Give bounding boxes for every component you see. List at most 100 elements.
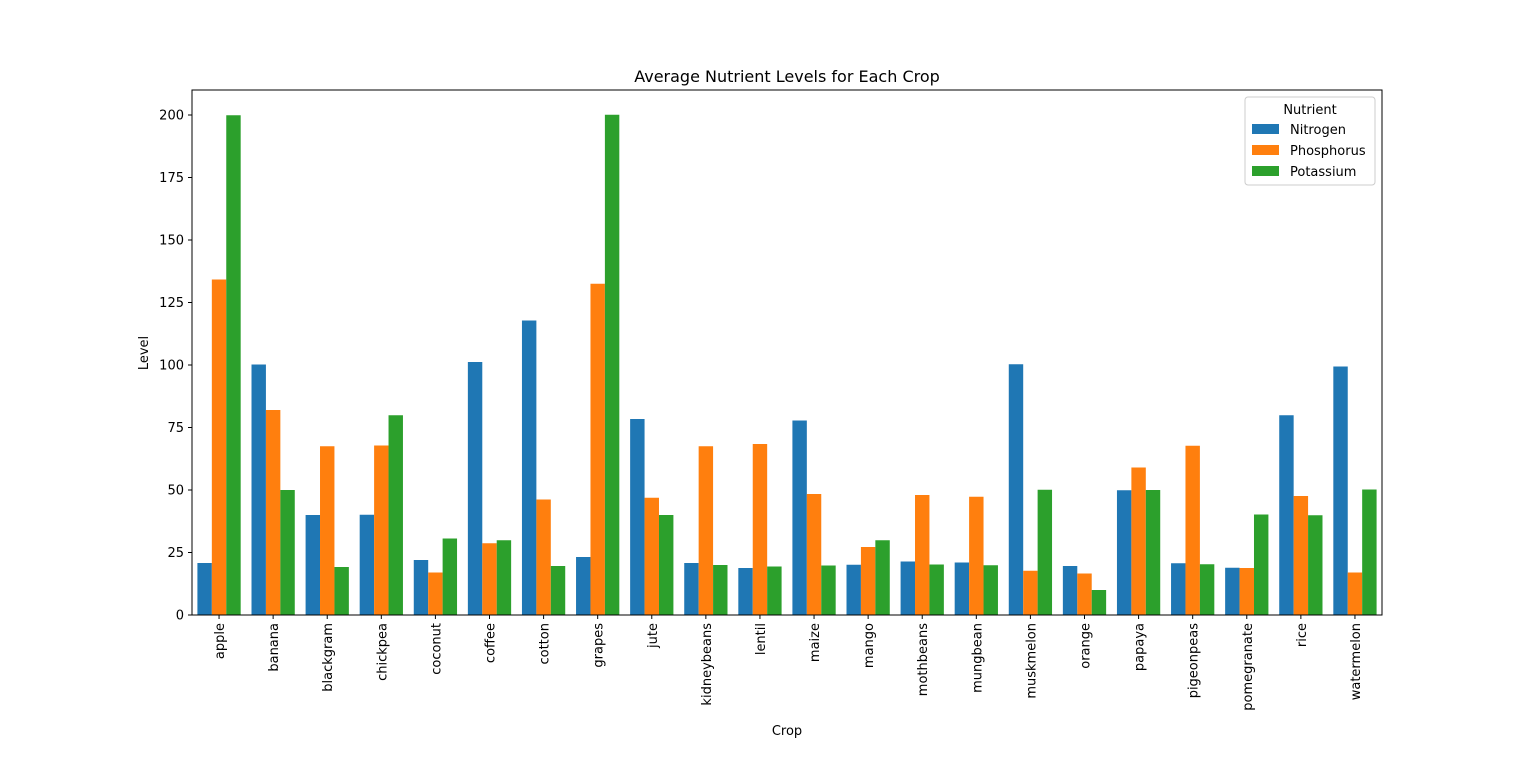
x-tick-label-maize: maize xyxy=(808,623,823,662)
y-tick-label: 125 xyxy=(159,296,184,311)
bar-potassium-mango xyxy=(875,540,890,615)
bar-phosphorus-maize xyxy=(806,494,822,615)
bar-phosphorus-lentil xyxy=(752,444,768,615)
x-tick-label-pigeonpeas: pigeonpeas xyxy=(1187,623,1202,699)
bar-phosphorus-mungbean xyxy=(969,496,984,615)
bar-nitrogen-pigeonpeas xyxy=(1171,563,1186,615)
bar-phosphorus-grapes xyxy=(590,283,605,615)
bar-phosphorus-cotton xyxy=(536,499,551,615)
bar-potassium-orange xyxy=(1091,590,1107,615)
bar-nitrogen-coconut xyxy=(413,560,429,615)
bar-phosphorus-rice xyxy=(1293,496,1309,615)
bar-phosphorus-coffee xyxy=(482,543,497,615)
bar-potassium-muskmelon xyxy=(1037,489,1053,615)
x-tick-label-cotton: cotton xyxy=(538,623,553,665)
x-tick-label-apple: apple xyxy=(213,623,228,659)
legend-swatch-potassium xyxy=(1252,166,1279,176)
bar-phosphorus-mango xyxy=(860,547,876,615)
bar-potassium-papaya xyxy=(1145,490,1161,615)
bar-potassium-kidneybeans xyxy=(713,565,728,615)
x-tick-label-banana: banana xyxy=(267,623,282,672)
bar-potassium-coconut xyxy=(442,538,458,615)
x-tick-label-watermelon: watermelon xyxy=(1349,623,1364,700)
legend-swatch-phosphorus xyxy=(1252,145,1279,155)
bar-nitrogen-chickpea xyxy=(359,514,375,615)
axes-layer: 0 25 50 75 100 125 150 175 200 apple banana blackgr… xyxy=(159,89,1383,711)
bar-phosphorus-watermelon xyxy=(1347,572,1363,615)
bar-phosphorus-papaya xyxy=(1131,467,1146,615)
bars-layer xyxy=(197,114,1377,615)
legend: Nutrient Nitrogen Phosphorus Potassium xyxy=(1244,96,1376,186)
bar-nitrogen-apple xyxy=(197,563,212,615)
bar-potassium-cotton xyxy=(550,566,566,615)
x-tick-label-coffee: coffee xyxy=(484,623,499,663)
x-tick-label-blackgram: blackgram xyxy=(321,623,336,692)
legend-label-phosphorus: Phosphorus xyxy=(1290,144,1366,159)
x-tick-label-mothbeans: mothbeans xyxy=(916,623,931,696)
bar-potassium-mungbean xyxy=(983,565,998,615)
bar-phosphorus-orange xyxy=(1077,573,1092,615)
x-tick-label-kidneybeans: kidneybeans xyxy=(700,623,715,706)
x-axis-label: Crop xyxy=(772,724,802,739)
bar-phosphorus-chickpea xyxy=(374,445,389,615)
bar-phosphorus-pigeonpeas xyxy=(1185,445,1200,615)
x-tick-label-orange: orange xyxy=(1079,623,1094,669)
bar-potassium-apple xyxy=(226,115,241,615)
bar-potassium-chickpea xyxy=(388,415,403,615)
x-tick-label-papaya: papaya xyxy=(1133,623,1148,671)
legend-label-nitrogen: Nitrogen xyxy=(1290,123,1346,138)
y-tick-label: 150 xyxy=(159,234,184,249)
bar-phosphorus-apple xyxy=(211,279,227,615)
bar-nitrogen-maize xyxy=(792,420,807,615)
legend-box xyxy=(1244,96,1376,186)
bar-phosphorus-jute xyxy=(644,497,659,615)
bar-nitrogen-mothbeans xyxy=(900,561,916,615)
bar-potassium-blackgram xyxy=(334,567,349,615)
bar-nitrogen-mungbean xyxy=(954,562,970,615)
x-tick-label-mungbean: mungbean xyxy=(970,623,985,693)
bar-potassium-lentil xyxy=(767,566,782,615)
bar-nitrogen-banana xyxy=(251,364,266,615)
x-tick-label-jute: jute xyxy=(646,623,661,649)
x-tick-label-chickpea: chickpea xyxy=(375,623,390,681)
bar-phosphorus-pomegranate xyxy=(1239,568,1254,615)
bar-potassium-pomegranate xyxy=(1253,514,1269,615)
legend-swatch-nitrogen xyxy=(1252,124,1279,134)
x-tick-label-rice: rice xyxy=(1295,623,1310,647)
bar-potassium-mothbeans xyxy=(929,564,944,615)
y-tick-label: 25 xyxy=(167,546,184,561)
bar-nitrogen-mango xyxy=(846,564,861,615)
y-axis-label: Level xyxy=(137,336,152,370)
bar-phosphorus-blackgram xyxy=(320,446,335,615)
bar-nitrogen-grapes xyxy=(576,557,591,615)
x-tick-label-coconut: coconut xyxy=(429,623,444,675)
bar-phosphorus-banana xyxy=(265,410,281,615)
y-tick-label: 100 xyxy=(159,359,184,374)
bar-nitrogen-lentil xyxy=(738,568,753,615)
chart-title: Average Nutrient Levels for Each Crop xyxy=(634,67,940,86)
x-tick-label-muskmelon: muskmelon xyxy=(1024,623,1039,699)
bar-nitrogen-coffee xyxy=(467,362,483,615)
y-tick-label: 200 xyxy=(159,109,184,124)
bar-potassium-rice xyxy=(1308,515,1323,615)
bar-nitrogen-cotton xyxy=(521,320,537,615)
y-tick-label: 75 xyxy=(167,421,184,436)
bar-nitrogen-jute xyxy=(630,419,645,615)
y-tick-label: 0 xyxy=(176,609,184,624)
bar-nitrogen-kidneybeans xyxy=(684,563,699,615)
bar-potassium-jute xyxy=(658,515,674,615)
y-tick-label: 50 xyxy=(167,484,184,499)
y-tick-label: 175 xyxy=(159,171,184,186)
bar-nitrogen-papaya xyxy=(1116,490,1132,615)
bar-nitrogen-muskmelon xyxy=(1008,364,1024,615)
bar-phosphorus-kidneybeans xyxy=(698,446,714,615)
legend-title: Nutrient xyxy=(1283,103,1336,118)
bar-phosphorus-mothbeans xyxy=(915,495,930,615)
bar-nitrogen-watermelon xyxy=(1333,366,1348,615)
bar-phosphorus-muskmelon xyxy=(1023,570,1038,615)
bar-potassium-banana xyxy=(280,490,295,615)
bar-potassium-pigeonpeas xyxy=(1199,564,1215,615)
bar-potassium-maize xyxy=(821,565,836,615)
